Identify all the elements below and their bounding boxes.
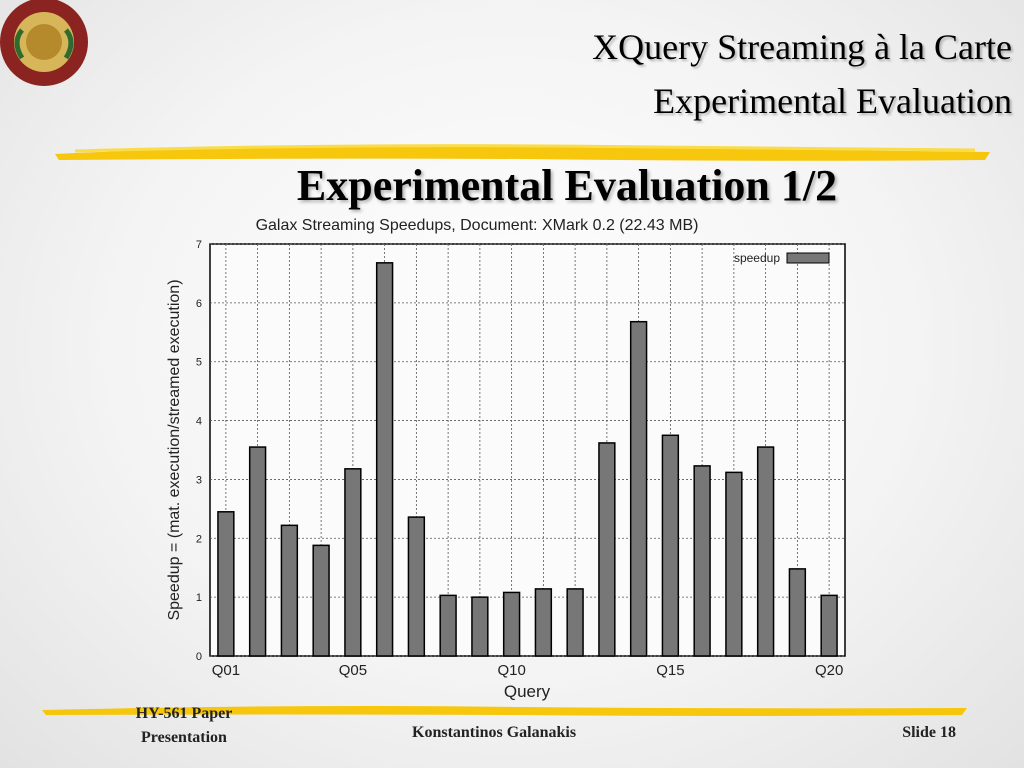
top-brush-stroke	[55, 144, 990, 161]
bar-q13	[598, 442, 616, 657]
footer-course: HY-561 Paper Presentation	[135, 705, 233, 746]
chart-svg: Galax Streaming Speedups, Document: XMar…	[166, 217, 846, 701]
bar-q09	[471, 596, 489, 657]
y-axis-label: Speedup = (mat. execution/streamed execu…	[166, 279, 183, 620]
x-axis-ticks: Q01 Q05 Q10 Q15 Q20	[212, 662, 844, 679]
legend-swatch	[786, 252, 830, 264]
header-title-line1: XQuery Streaming à la Carte	[592, 27, 1012, 67]
x-tick-label: Q15	[656, 662, 684, 679]
y-tick-label: 6	[196, 298, 202, 310]
bottom-brush-stroke	[42, 706, 967, 716]
bar-q06	[375, 262, 394, 657]
y-tick-label: 3	[196, 474, 202, 486]
bar-q11	[534, 588, 553, 657]
bar-q15	[661, 434, 680, 657]
y-tick-label: 4	[196, 416, 202, 428]
bar-q02	[248, 446, 267, 657]
y-tick-label: 2	[196, 533, 202, 545]
x-tick-label: Q05	[339, 662, 367, 679]
university-logo	[0, 0, 88, 86]
bar-q17	[725, 471, 743, 657]
header-title-line2: Experimental Evaluation	[653, 81, 1012, 121]
y-tick-label: 5	[196, 357, 202, 369]
y-axis-ticks: 0 1 2 3 4 5 6 7	[196, 239, 202, 663]
bar-q08	[439, 594, 457, 657]
bar-q05	[344, 468, 362, 657]
bar-q10	[502, 591, 521, 657]
x-tick-label: Q01	[212, 662, 240, 679]
logo-laurel-right	[63, 28, 74, 60]
footer-author: Konstantinos Galanakis	[412, 724, 577, 741]
legend: speedup	[734, 251, 830, 265]
speedup-chart: Galax Streaming Speedups, Document: XMar…	[150, 210, 850, 705]
legend-label: speedup	[734, 251, 780, 265]
y-tick-label: 0	[196, 651, 202, 663]
x-tick-label: Q20	[815, 662, 843, 679]
x-tick-label: Q10	[497, 662, 525, 679]
footer-slide-number: Slide 18	[902, 724, 956, 741]
bar-q04	[312, 544, 330, 657]
header-title: XQuery Streaming à la Carte Experimental…	[592, 20, 1012, 128]
logo-seal-core	[26, 24, 62, 60]
bar-q18	[756, 446, 775, 657]
bar-q07	[407, 516, 426, 657]
bar-q03	[280, 524, 299, 657]
slide-heading: Experimental Evaluation 1/2	[296, 161, 838, 210]
bar-q16	[693, 465, 711, 657]
x-axis-label: Query	[504, 682, 551, 701]
y-tick-label: 1	[196, 592, 202, 604]
bar-q01	[217, 511, 235, 657]
bar-q19	[788, 568, 807, 657]
chart-title: Galax Streaming Speedups, Document: XMar…	[256, 217, 699, 234]
plot-area	[209, 243, 846, 657]
logo-laurel-left	[14, 28, 25, 60]
bar-q20	[820, 594, 838, 657]
bar-q12	[566, 588, 584, 657]
bars	[217, 262, 838, 657]
bar-q14	[629, 320, 648, 657]
y-tick-label: 7	[196, 239, 202, 251]
